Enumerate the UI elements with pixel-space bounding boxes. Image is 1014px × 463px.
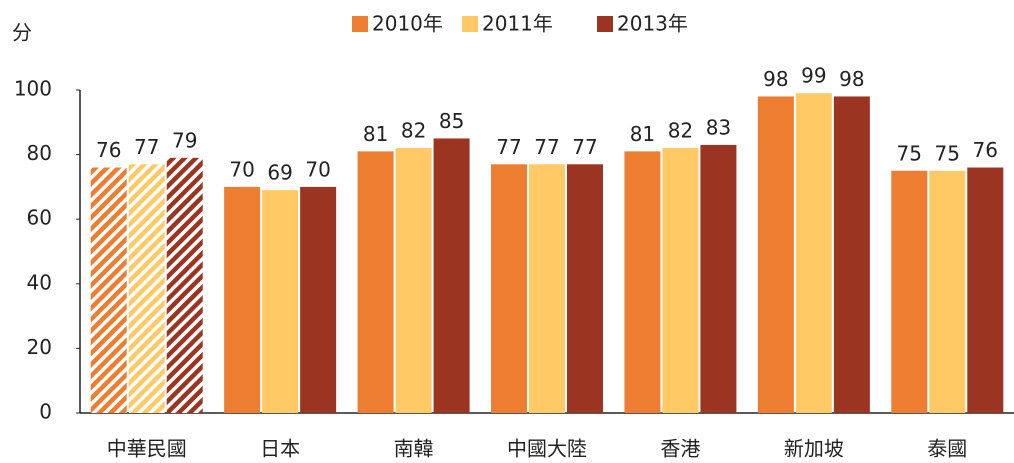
x-tick-label: 中國大陸 (507, 437, 587, 461)
y-tick-label: 60 (27, 206, 52, 230)
value-label: 77 (496, 135, 521, 159)
value-label: 82 (668, 119, 693, 143)
x-tick-label: 新加坡 (784, 437, 844, 461)
bar (529, 164, 565, 413)
value-label: 98 (839, 67, 864, 91)
y-tick-label: 20 (27, 335, 52, 359)
bar (700, 144, 737, 413)
value-label: 77 (134, 135, 159, 159)
bar (662, 148, 699, 413)
bar (128, 164, 165, 413)
x-tick-label: 南韓 (394, 437, 434, 461)
value-label: 83 (706, 115, 731, 139)
bar (300, 186, 337, 413)
value-label: 70 (229, 157, 254, 181)
bar (491, 164, 527, 413)
legend-swatch (597, 16, 613, 32)
y-axis-label: 分 (12, 21, 32, 45)
bar (757, 96, 794, 414)
y-tick-label: 40 (27, 270, 52, 294)
value-label: 98 (763, 67, 788, 91)
y-tick-label: 80 (27, 141, 52, 165)
value-label: 75 (935, 141, 960, 165)
legend-swatch (352, 16, 368, 32)
y-tick-label: 0 (39, 400, 52, 424)
legend-swatch (462, 16, 478, 32)
bar (262, 190, 299, 413)
value-label: 77 (534, 135, 559, 159)
bar (795, 93, 832, 413)
value-label: 69 (267, 161, 292, 185)
bar (166, 157, 203, 413)
value-label: 81 (363, 122, 388, 146)
bar (929, 170, 966, 413)
bar (224, 186, 261, 413)
bar (357, 151, 394, 413)
bar (395, 148, 432, 413)
bar (833, 96, 870, 414)
value-label: 76 (96, 138, 121, 162)
legend-label: 2011年 (482, 12, 553, 36)
bar (90, 167, 127, 413)
legend-label: 2010年 (372, 12, 443, 36)
x-tick-label: 日本 (260, 437, 300, 461)
y-tick-label: 100 (14, 77, 52, 101)
value-label: 75 (897, 141, 922, 165)
bar (624, 151, 661, 413)
bar (891, 170, 928, 413)
bar (433, 138, 470, 413)
value-label: 99 (801, 64, 826, 88)
value-label: 81 (630, 122, 655, 146)
value-label: 82 (401, 119, 426, 143)
legend-label: 2013年 (617, 12, 688, 36)
x-tick-label: 中華民國 (107, 437, 187, 461)
bar (567, 164, 603, 413)
bar (967, 167, 1004, 413)
value-label: 77 (572, 135, 597, 159)
x-tick-label: 香港 (660, 437, 700, 461)
value-label: 76 (973, 138, 998, 162)
value-label: 70 (305, 157, 330, 181)
value-label: 79 (172, 128, 197, 152)
x-tick-label: 泰國 (927, 437, 967, 461)
value-label: 85 (439, 109, 464, 133)
